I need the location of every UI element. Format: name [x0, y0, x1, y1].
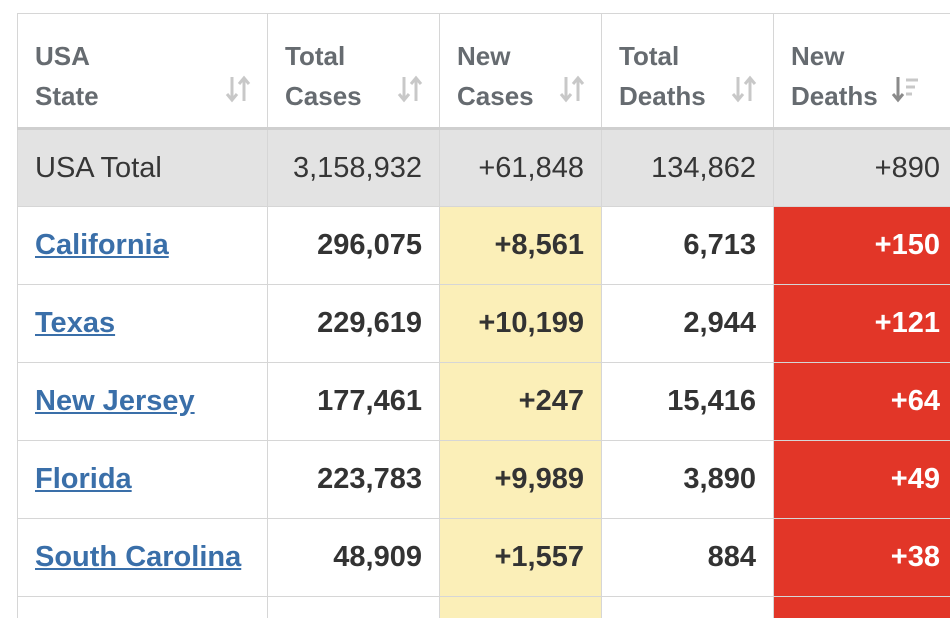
- new-deaths-cell: +890: [773, 128, 950, 207]
- new-deaths-cell: +49: [773, 440, 950, 519]
- total-cases-cell: [267, 596, 440, 618]
- new-cases-cell: [439, 596, 602, 618]
- new-cases-cell: +1,557: [439, 518, 602, 597]
- header-total-deaths[interactable]: Total Deaths: [601, 13, 774, 129]
- state-cell: Florida: [17, 440, 268, 519]
- total-deaths-cell: [601, 596, 774, 618]
- total-deaths-cell: 15,416: [601, 362, 774, 441]
- header-label: New Cases: [457, 41, 534, 111]
- state-link[interactable]: Texas: [35, 307, 116, 339]
- total-cases-cell: 48,909: [267, 518, 440, 597]
- new-cases-cell: +61,848: [439, 128, 602, 207]
- table-row-partial: [17, 596, 950, 618]
- total-cases-cell: 223,783: [267, 440, 440, 519]
- header-usa-state[interactable]: USA State: [17, 13, 268, 129]
- table-row: Texas 229,619 +10,199 2,944 +121: [17, 284, 950, 363]
- table-row: California 296,075 +8,561 6,713 +150: [17, 206, 950, 285]
- total-cases-cell: 296,075: [267, 206, 440, 285]
- total-cases-cell: 3,158,932: [267, 128, 440, 207]
- state-link[interactable]: New Jersey: [35, 385, 195, 417]
- new-deaths-cell: +150: [773, 206, 950, 285]
- header-new-deaths[interactable]: New Deaths: [773, 13, 950, 129]
- total-deaths-cell: 884: [601, 518, 774, 597]
- usa-total-row: USA Total 3,158,932 +61,848 134,862 +890: [17, 128, 950, 207]
- total-deaths-cell: 6,713: [601, 206, 774, 285]
- new-cases-cell: +10,199: [439, 284, 602, 363]
- sort-arrows-icon[interactable]: [225, 74, 251, 114]
- state-link[interactable]: California: [35, 229, 169, 261]
- new-cases-cell: +247: [439, 362, 602, 441]
- table-row: Florida 223,783 +9,989 3,890 +49: [17, 440, 950, 519]
- total-cases-cell: 229,619: [267, 284, 440, 363]
- new-cases-cell: +9,989: [439, 440, 602, 519]
- state-cell: California: [17, 206, 268, 285]
- sort-desc-icon[interactable]: [891, 74, 919, 114]
- header-label: USA State: [35, 41, 99, 111]
- new-deaths-cell: [773, 596, 950, 618]
- total-deaths-cell: 134,862: [601, 128, 774, 207]
- header-row: USA State Total Cases New Cases Total De…: [17, 13, 950, 129]
- table-row: New Jersey 177,461 +247 15,416 +64: [17, 362, 950, 441]
- total-cases-cell: 177,461: [267, 362, 440, 441]
- state-cell: New Jersey: [17, 362, 268, 441]
- sort-arrows-icon[interactable]: [397, 74, 423, 114]
- total-deaths-cell: 3,890: [601, 440, 774, 519]
- state-cell: Texas: [17, 284, 268, 363]
- state-cell: South Carolina: [17, 518, 268, 597]
- usa-states-table: USA State Total Cases New Cases Total De…: [17, 13, 950, 618]
- sort-arrows-icon[interactable]: [559, 74, 585, 114]
- state-cell: [17, 596, 268, 618]
- table-row: South Carolina 48,909 +1,557 884 +38: [17, 518, 950, 597]
- new-deaths-cell: +121: [773, 284, 950, 363]
- header-total-cases[interactable]: Total Cases: [267, 13, 440, 129]
- header-label: Total Deaths: [619, 41, 706, 111]
- total-deaths-cell: 2,944: [601, 284, 774, 363]
- header-new-cases[interactable]: New Cases: [439, 13, 602, 129]
- state-link[interactable]: South Carolina: [35, 541, 242, 573]
- new-deaths-cell: +38: [773, 518, 950, 597]
- total-state-cell: USA Total: [17, 128, 268, 207]
- header-label: Total Cases: [285, 41, 362, 111]
- sort-arrows-icon[interactable]: [731, 74, 757, 114]
- state-link[interactable]: Florida: [35, 463, 132, 495]
- header-label: New Deaths: [791, 41, 878, 111]
- new-cases-cell: +8,561: [439, 206, 602, 285]
- new-deaths-cell: +64: [773, 362, 950, 441]
